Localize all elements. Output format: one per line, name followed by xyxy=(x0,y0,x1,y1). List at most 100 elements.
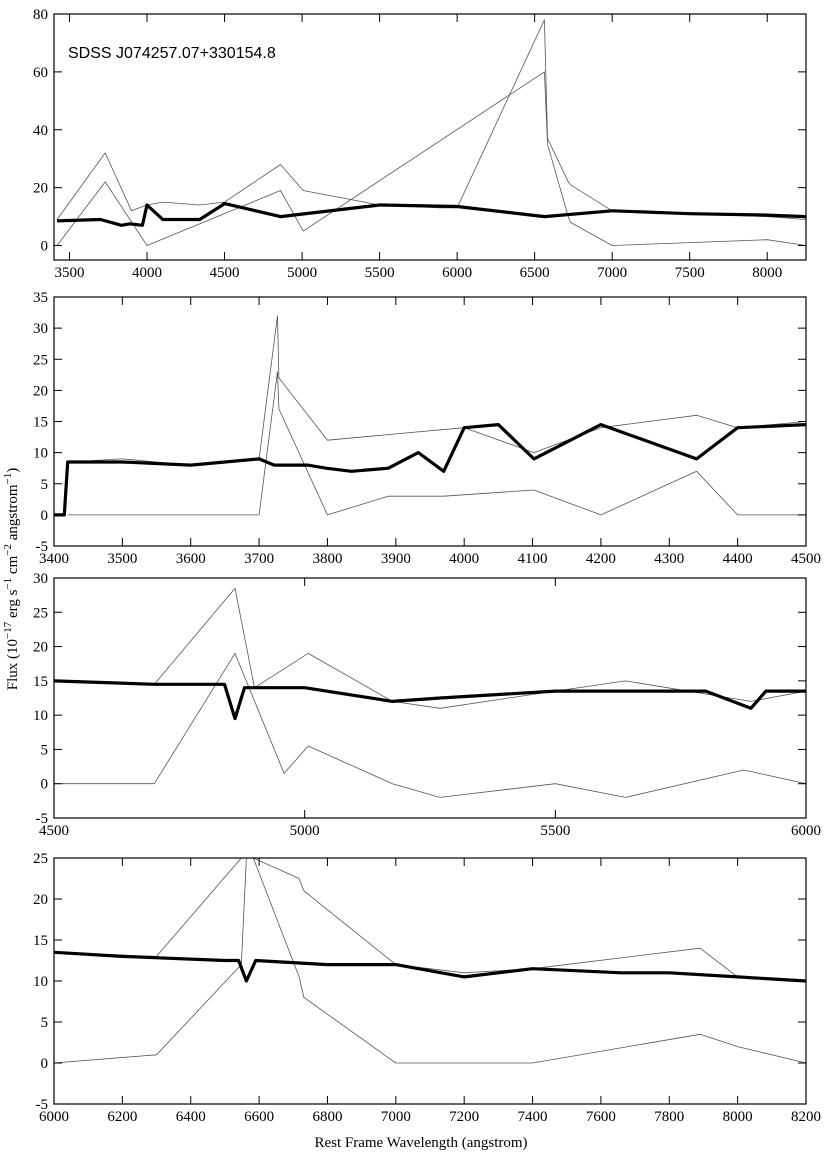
x-tick-label: 3500 xyxy=(55,265,85,281)
y-axis-label-part: erg s xyxy=(5,589,21,621)
x-tick-label: 7600 xyxy=(586,1109,616,1125)
y-axis-label-exp: −2 xyxy=(2,544,14,556)
plot-frame xyxy=(53,577,807,819)
x-tick-label: 7800 xyxy=(654,1109,684,1125)
x-tick-label: 3700 xyxy=(244,551,274,567)
y-axis-label: Flux (10−17 erg s−1 cm−2 angstrom−1) xyxy=(2,468,21,691)
x-tick-label: 7500 xyxy=(675,265,705,281)
panel-4500-6000: 4500 5000 5500 6000 -5 0 5 10 15 20 25 30 xyxy=(33,571,821,839)
series-residual xyxy=(67,371,806,516)
x-tick-label: 3400 xyxy=(39,551,69,567)
y-tick-label: 20 xyxy=(33,892,48,908)
y-tick-label: -5 xyxy=(36,539,49,555)
y-tick-label: 10 xyxy=(33,974,48,990)
panel-overview: 3500 4000 4500 5000 5500 6000 6500 7000 7500 8000… xyxy=(33,7,807,281)
series-residual xyxy=(56,71,806,246)
series-group xyxy=(54,587,806,798)
y-tick-label: 20 xyxy=(33,181,48,197)
y-axis-label-part: angstrom xyxy=(5,484,21,544)
x-tick-label: 4000 xyxy=(449,551,479,567)
series-observed-spectrum xyxy=(67,315,806,466)
y-tick-label: 60 xyxy=(33,65,48,81)
y-tick-label: 25 xyxy=(33,352,48,368)
y-tick-label: 0 xyxy=(41,777,49,793)
chart-panels: 3500 4000 4500 5000 5500 6000 6500 7000 7500 8000… xyxy=(33,7,821,1125)
series-model-fit xyxy=(54,679,806,721)
y-tick-label: 25 xyxy=(33,605,48,621)
y-tick-label: 5 xyxy=(41,477,49,493)
series-model-fit xyxy=(57,202,806,227)
series-group xyxy=(54,315,806,517)
series-group xyxy=(56,19,806,246)
x-tick-label: 3600 xyxy=(176,551,206,567)
y-tick-label: 15 xyxy=(33,415,48,431)
plot-frame xyxy=(53,296,807,547)
y-tick-label: 15 xyxy=(33,933,48,949)
y-tick-label: 5 xyxy=(41,742,49,758)
y-tick-label: 20 xyxy=(33,383,48,399)
x-tick-label: 4200 xyxy=(586,551,616,567)
y-tick-label: 10 xyxy=(33,708,48,724)
plot-frame xyxy=(53,13,807,261)
y-tick-label: 0 xyxy=(41,1056,49,1072)
x-tick-label: 4500 xyxy=(39,823,69,839)
x-axis-label: Rest Frame Wavelength (angstrom) xyxy=(314,1135,527,1151)
panel-6000-8200: 6000 6200 6400 6600 6800 7000 7200 7400 7600 7800… xyxy=(33,851,821,1125)
series-residual xyxy=(54,653,806,798)
x-tick-label: 5500 xyxy=(540,823,570,839)
x-tick-label: 6200 xyxy=(107,1109,137,1125)
y-axis-label-exp: −1 xyxy=(2,578,14,590)
x-tick-label: 4400 xyxy=(723,551,753,567)
x-tick-label: 8000 xyxy=(723,1109,753,1125)
x-tick-label: 7000 xyxy=(381,1109,411,1125)
x-tick-label: 5000 xyxy=(287,265,317,281)
x-tick-label: 7000 xyxy=(597,265,627,281)
object-name-annotation: SDSS J074257.07+330154.8 xyxy=(68,45,276,62)
y-tick-label: 0 xyxy=(41,508,49,524)
x-tick-label: 6000 xyxy=(442,265,472,281)
x-tick-label: 6800 xyxy=(312,1109,342,1125)
y-tick-label: 15 xyxy=(33,674,48,690)
y-axis-label-part: cm xyxy=(5,555,21,577)
panel-3400-4500: 3400 3500 3600 3700 3800 3900 4000 4100 4200 4300… xyxy=(33,290,821,567)
y-axis-label-exp: −1 xyxy=(2,473,14,485)
x-tick-label: 6000 xyxy=(791,823,821,839)
series-residual xyxy=(54,858,806,1064)
x-tick-label: 5500 xyxy=(365,265,395,281)
x-tick-label: 6500 xyxy=(520,265,550,281)
y-tick-label: 20 xyxy=(33,640,48,656)
x-tick-label: 7400 xyxy=(518,1109,548,1125)
x-tick-label: 3800 xyxy=(312,551,342,567)
x-tick-label: 4000 xyxy=(132,265,162,281)
x-tick-label: 8200 xyxy=(791,1109,821,1125)
y-tick-label: 10 xyxy=(33,446,48,462)
y-tick-label: 30 xyxy=(33,571,48,587)
y-axis-label-part: ) xyxy=(5,468,21,473)
x-tick-label: 5000 xyxy=(290,823,320,839)
series-observed-spectrum xyxy=(54,858,806,982)
y-tick-label: 35 xyxy=(33,290,48,306)
x-tick-label: 4500 xyxy=(791,551,821,567)
x-tick-label: 6400 xyxy=(176,1109,206,1125)
y-tick-label: 80 xyxy=(33,7,48,23)
plot-frame xyxy=(53,857,807,1105)
x-tick-label: 8000 xyxy=(752,265,782,281)
x-tick-label: 3900 xyxy=(381,551,411,567)
series-model-fit xyxy=(54,950,806,983)
series-group xyxy=(54,858,806,1064)
series-model-fit xyxy=(54,423,806,517)
y-tick-label: -5 xyxy=(36,811,49,827)
y-tick-label: 25 xyxy=(33,851,48,867)
x-tick-label: 6000 xyxy=(39,1109,69,1125)
y-tick-label: 5 xyxy=(41,1015,49,1031)
x-tick-label: 6600 xyxy=(244,1109,274,1125)
y-axis-label-exp: −17 xyxy=(2,621,14,639)
x-tick-label: 4300 xyxy=(654,551,684,567)
y-tick-label: 40 xyxy=(33,123,48,139)
y-tick-label: 30 xyxy=(33,321,48,337)
y-tick-label: -5 xyxy=(36,1097,49,1113)
x-tick-label: 4500 xyxy=(210,265,240,281)
y-axis-label-part: Flux (10 xyxy=(5,639,21,690)
x-tick-label: 7200 xyxy=(449,1109,479,1125)
